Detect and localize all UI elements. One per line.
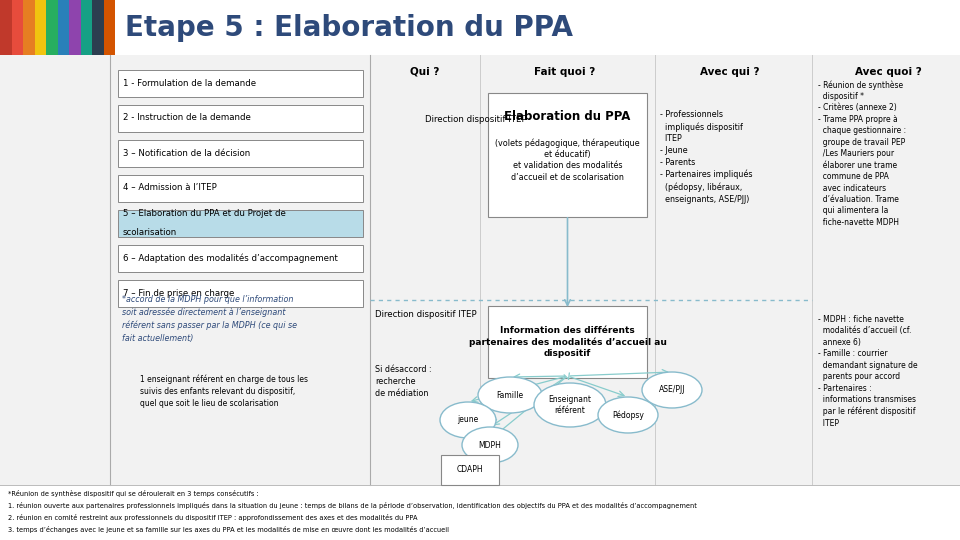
FancyBboxPatch shape — [12, 0, 23, 55]
Text: - Réunion de synthèse
  dispositif *
- Critères (annexe 2)
- Trame PPA propre à
: - Réunion de synthèse dispositif * - Cri… — [818, 80, 906, 227]
FancyBboxPatch shape — [81, 0, 92, 55]
FancyBboxPatch shape — [23, 0, 35, 55]
Ellipse shape — [534, 383, 606, 427]
FancyBboxPatch shape — [0, 485, 960, 540]
FancyBboxPatch shape — [117, 139, 363, 166]
Text: - MDPH : fiche navette
  modalités d’accueil (cf.
  annexe 6)
- Famille : courri: - MDPH : fiche navette modalités d’accue… — [818, 315, 918, 428]
FancyBboxPatch shape — [117, 70, 363, 97]
Text: *Réunion de synthèse dispositif qui se déroulerait en 3 temps consécutifs :: *Réunion de synthèse dispositif qui se d… — [8, 490, 259, 497]
Ellipse shape — [642, 372, 702, 408]
Text: Famille: Famille — [496, 390, 523, 400]
Text: 7 – Fin de prise en charge: 7 – Fin de prise en charge — [123, 288, 234, 298]
FancyBboxPatch shape — [488, 306, 647, 378]
Text: Si désaccord :
recherche
de médiation: Si désaccord : recherche de médiation — [375, 365, 432, 397]
Text: *accord de la MDPH pour que l’information
soit adressée directement à l’enseigna: *accord de la MDPH pour que l’informatio… — [122, 295, 297, 343]
Text: - Professionnels
  impliqués dispositif
  ITEP
- Jeune
- Parents
- Partenaires i: - Professionnels impliqués dispositif IT… — [660, 110, 753, 204]
FancyBboxPatch shape — [58, 0, 69, 55]
FancyBboxPatch shape — [69, 0, 81, 55]
Text: scolarisation: scolarisation — [123, 228, 178, 237]
Text: 1. réunion ouverte aux partenaires professionnels impliqués dans la situation du: 1. réunion ouverte aux partenaires profe… — [8, 502, 697, 509]
Text: 4 – Admission à l’ITEP: 4 – Admission à l’ITEP — [123, 184, 217, 192]
Text: CDAPH: CDAPH — [457, 465, 483, 475]
FancyBboxPatch shape — [441, 455, 499, 485]
FancyBboxPatch shape — [0, 55, 960, 485]
Text: Fait quoi ?: Fait quoi ? — [535, 67, 595, 77]
Text: Enseignant
référent: Enseignant référent — [548, 395, 591, 415]
Ellipse shape — [598, 397, 658, 433]
Text: 5 – Elaboration du PPA et du Projet de: 5 – Elaboration du PPA et du Projet de — [123, 209, 286, 218]
Ellipse shape — [440, 402, 496, 438]
FancyBboxPatch shape — [117, 280, 363, 307]
FancyBboxPatch shape — [117, 210, 363, 237]
Text: Elaboration du PPA: Elaboration du PPA — [504, 111, 631, 124]
Text: ASE/PJJ: ASE/PJJ — [659, 386, 685, 395]
Text: Qui ?: Qui ? — [410, 67, 440, 77]
Text: 1 - Formulation de la demande: 1 - Formulation de la demande — [123, 78, 256, 87]
Text: Avec quoi ?: Avec quoi ? — [854, 67, 922, 77]
Text: jeune: jeune — [457, 415, 479, 424]
Text: Direction dispositif ITEP: Direction dispositif ITEP — [375, 310, 476, 319]
Text: Pédopsy: Pédopsy — [612, 410, 644, 420]
FancyBboxPatch shape — [0, 0, 960, 55]
Text: 6 – Adaptation des modalités d’accompagnement: 6 – Adaptation des modalités d’accompagn… — [123, 253, 338, 263]
Text: Information des différents
partenaires des modalités d’accueil au
dispositif: Information des différents partenaires d… — [468, 326, 666, 358]
Text: (volets pédagogique, thérapeutique
et éducatif)
et validation des modalités
d’ac: (volets pédagogique, thérapeutique et éd… — [495, 138, 639, 182]
Text: Etape 5 : Elaboration du PPA: Etape 5 : Elaboration du PPA — [125, 14, 573, 42]
FancyBboxPatch shape — [117, 174, 363, 201]
FancyBboxPatch shape — [104, 0, 115, 55]
FancyBboxPatch shape — [488, 93, 647, 217]
Text: 2 - Instruction de la demande: 2 - Instruction de la demande — [123, 113, 251, 123]
Ellipse shape — [478, 377, 542, 413]
Text: 1 enseignant référent en charge de tous les
suivis des enfants relevant du dispo: 1 enseignant référent en charge de tous … — [140, 375, 308, 408]
FancyBboxPatch shape — [46, 0, 58, 55]
FancyBboxPatch shape — [117, 105, 363, 132]
Text: 3 – Notification de la décision: 3 – Notification de la décision — [123, 148, 251, 158]
FancyBboxPatch shape — [35, 0, 46, 55]
FancyBboxPatch shape — [0, 0, 12, 55]
FancyBboxPatch shape — [92, 0, 104, 55]
Text: 3. temps d’échanges avec le jeune et sa famille sur les axes du PPA et les modal: 3. temps d’échanges avec le jeune et sa … — [8, 526, 449, 533]
Text: 2. réunion en comité restreint aux professionnels du dispositif ITEP : approfond: 2. réunion en comité restreint aux profe… — [8, 514, 418, 521]
FancyBboxPatch shape — [117, 245, 363, 272]
Ellipse shape — [462, 427, 518, 463]
Text: MDPH: MDPH — [479, 441, 501, 449]
Text: Avec qui ?: Avec qui ? — [700, 67, 759, 77]
Text: Direction dispositif ITEP: Direction dispositif ITEP — [425, 115, 527, 124]
